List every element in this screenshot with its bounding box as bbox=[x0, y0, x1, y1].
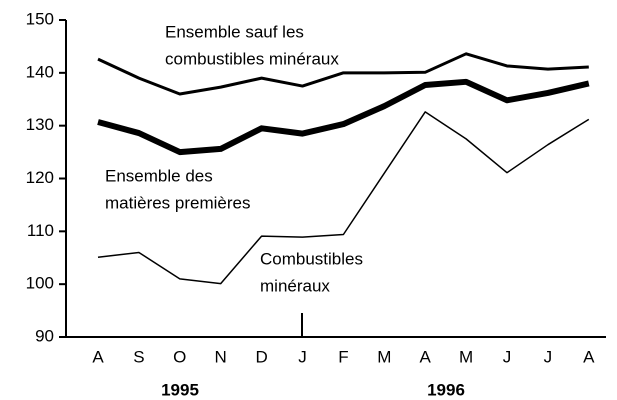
series-label: combustibles minéraux bbox=[165, 49, 339, 68]
series-label: Combustibles bbox=[260, 249, 363, 268]
series-label: minéraux bbox=[260, 276, 330, 295]
y-tick-label: 150 bbox=[26, 9, 54, 28]
x-tick-label: F bbox=[338, 347, 348, 366]
series-label: Ensemble des bbox=[105, 166, 213, 185]
x-tick-label: A bbox=[583, 347, 595, 366]
y-tick-label: 120 bbox=[26, 168, 54, 187]
x-tick-label: M bbox=[459, 347, 473, 366]
y-tick-label: 110 bbox=[27, 221, 54, 240]
x-tick-label: M bbox=[377, 347, 391, 366]
x-tick-label: A bbox=[420, 347, 432, 366]
x-tick-label: J bbox=[544, 347, 553, 366]
series-label: matières premières bbox=[105, 193, 251, 212]
x-tick-label: J bbox=[503, 347, 512, 366]
x-tick-label: S bbox=[133, 347, 144, 366]
y-tick-label: 130 bbox=[26, 115, 54, 134]
y-tick-label: 100 bbox=[26, 274, 54, 293]
year-label: 1996 bbox=[427, 380, 465, 399]
y-tick-label: 140 bbox=[26, 62, 54, 81]
series-label: Ensemble sauf les bbox=[165, 22, 304, 41]
series-line bbox=[97, 111, 590, 285]
series-line bbox=[97, 52, 589, 96]
x-tick-label: O bbox=[173, 347, 186, 366]
x-tick-label: D bbox=[255, 347, 267, 366]
series-line bbox=[97, 78, 590, 156]
x-tick-label: A bbox=[92, 347, 104, 366]
x-tick-label: N bbox=[215, 347, 227, 366]
x-tick-label: J bbox=[298, 347, 307, 366]
y-tick-label: 90 bbox=[35, 326, 54, 345]
year-label: 1995 bbox=[161, 380, 199, 399]
